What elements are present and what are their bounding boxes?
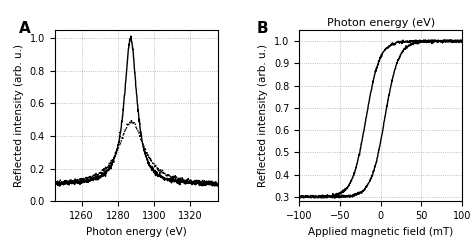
Text: A: A bbox=[18, 22, 30, 36]
Y-axis label: Reflected intensity (arb. u.): Reflected intensity (arb. u.) bbox=[258, 44, 268, 187]
Title: Photon energy (eV): Photon energy (eV) bbox=[327, 18, 435, 28]
X-axis label: Photon energy (eV): Photon energy (eV) bbox=[86, 226, 186, 236]
Y-axis label: Reflected intensity (arb. u.): Reflected intensity (arb. u.) bbox=[14, 44, 24, 187]
Text: B: B bbox=[257, 22, 268, 36]
X-axis label: Applied magnetic field (mT): Applied magnetic field (mT) bbox=[308, 226, 453, 236]
